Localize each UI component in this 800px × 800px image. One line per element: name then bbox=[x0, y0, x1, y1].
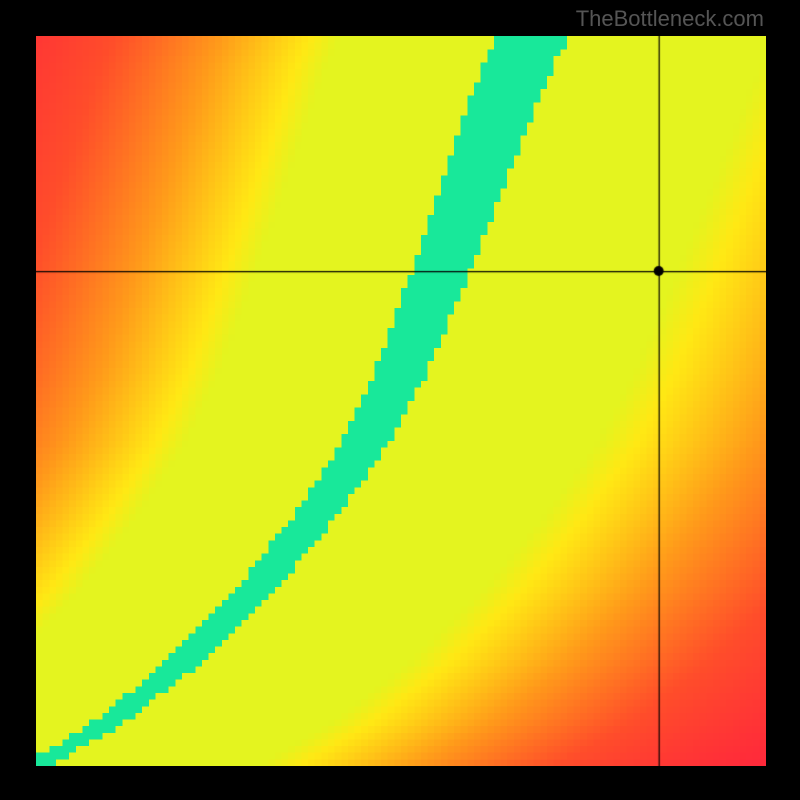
crosshair-overlay bbox=[36, 36, 766, 766]
watermark-text: TheBottleneck.com bbox=[576, 6, 764, 32]
chart-container: TheBottleneck.com bbox=[0, 0, 800, 800]
